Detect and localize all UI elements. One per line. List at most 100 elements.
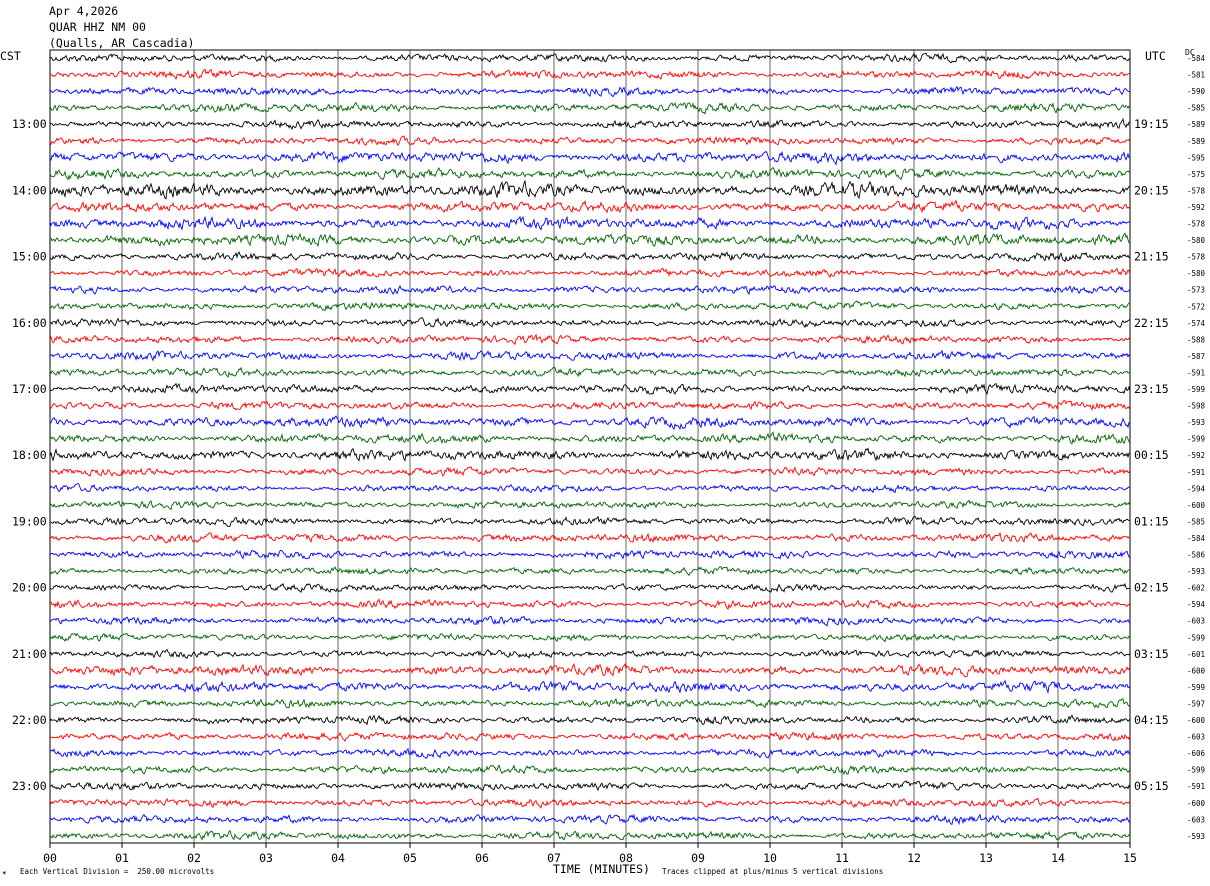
dc-offset-label: -602 (1187, 584, 1205, 593)
left-hour-label: 21:00 (12, 647, 47, 661)
dc-offset-label: -606 (1187, 749, 1206, 758)
trace-44 (49, 780, 1131, 792)
dc-offset-label: -599 (1187, 385, 1205, 394)
left-hour-label: 20:00 (12, 581, 47, 595)
dc-offset-label: -590 (1187, 87, 1206, 96)
right-timezone-label: UTC (1145, 49, 1166, 63)
x-axis-title: TIME (MINUTES) (553, 862, 650, 876)
left-hour-label: 22:00 (12, 713, 47, 727)
dc-offset-label: -599 (1187, 633, 1205, 642)
left-hour-label: 16:00 (12, 316, 47, 330)
dc-offset-label: -599 (1187, 683, 1205, 692)
dc-offset-label: -575 (1187, 170, 1205, 179)
x-tick-label: 08 (619, 851, 633, 865)
x-tick-label: 13 (979, 851, 993, 865)
trace-25 (49, 466, 1131, 477)
dc-offset-label: -594 (1187, 484, 1206, 493)
right-hour-label: 00:15 (1134, 448, 1169, 462)
dc-offset-label: -589 (1187, 137, 1205, 146)
dc-offset-label: -600 (1187, 501, 1206, 510)
left-hour-label: 19:00 (12, 514, 47, 528)
trace-27 (49, 499, 1131, 511)
trace-41 (49, 731, 1131, 743)
dc-offset-label: -600 (1187, 799, 1206, 808)
trace-2 (49, 85, 1131, 98)
right-hour-label: 04:15 (1134, 713, 1169, 727)
left-hour-label: 13:00 (12, 117, 47, 131)
trace-32 (49, 582, 1131, 594)
dc-offset-label: -592 (1187, 451, 1205, 460)
dc-offset-label: -581 (1187, 71, 1205, 80)
dc-offset-label: -585 (1187, 104, 1205, 113)
x-tick-label: 06 (475, 851, 489, 865)
corner-mark: ✶ (2, 868, 7, 877)
trace-45 (49, 797, 1131, 809)
trace-12 (49, 251, 1131, 263)
left-hour-label: 23:00 (12, 779, 47, 793)
dc-offset-label: -574 (1187, 319, 1206, 328)
trace-26 (49, 482, 1131, 494)
x-tick-label: 05 (403, 851, 417, 865)
trace-11 (49, 232, 1131, 248)
dc-offset-label: -589 (1187, 120, 1205, 129)
trace-28 (49, 515, 1131, 528)
dc-offset-label: -572 (1187, 302, 1205, 311)
dc-offset-label: -587 (1187, 352, 1205, 361)
dc-offset-label: -584 (1187, 534, 1206, 543)
trace-21 (49, 399, 1131, 411)
trace-23 (49, 431, 1131, 445)
trace-47 (49, 829, 1131, 841)
trace-43 (49, 764, 1131, 776)
trace-5 (49, 135, 1131, 147)
dc-offset-label: -578 (1187, 253, 1206, 262)
right-hour-label: 02:15 (1134, 581, 1169, 595)
location-label: (Qualls, AR Cascadia) (49, 36, 195, 50)
clip-note: Traces clipped at plus/minus 5 vertical … (662, 867, 884, 876)
trace-46 (49, 813, 1131, 826)
dc-offset-label: -578 (1187, 220, 1206, 229)
x-tick-label: 07 (547, 851, 561, 865)
station-label: QUAR HHZ NM 00 (49, 20, 146, 34)
trace-34 (49, 615, 1131, 627)
dc-offset-label: -586 (1187, 551, 1206, 560)
x-tick-label: 00 (43, 851, 57, 865)
dc-offset-label: -591 (1187, 782, 1205, 791)
trace-7 (49, 166, 1131, 181)
dc-offset-label: -599 (1187, 766, 1205, 775)
trace-36 (49, 648, 1131, 660)
trace-17 (49, 333, 1131, 346)
trace-38 (49, 679, 1131, 694)
dc-offset-label: -588 (1187, 335, 1206, 344)
trace-15 (49, 300, 1130, 312)
x-tick-label: 02 (187, 851, 201, 865)
dc-offset-label: -578 (1187, 186, 1206, 195)
dc-offset-label: -595 (1187, 153, 1205, 162)
dc-offset-label: -585 (1187, 517, 1205, 526)
dc-offset-label: -594 (1187, 600, 1206, 609)
trace-9 (49, 199, 1131, 214)
trace-37 (49, 662, 1131, 678)
trace-22 (49, 415, 1130, 431)
x-tick-label: 15 (1123, 851, 1137, 865)
trace-4 (49, 117, 1131, 130)
x-tick-label: 09 (691, 851, 705, 865)
dc-offset-label: -591 (1187, 468, 1205, 477)
x-tick-label: 14 (1051, 851, 1065, 865)
left-hour-label: 18:00 (12, 448, 47, 462)
trace-29 (49, 531, 1131, 544)
right-hour-label: 19:15 (1134, 117, 1169, 131)
dc-offset-label: -597 (1187, 699, 1205, 708)
trace-20 (49, 382, 1131, 396)
dc-offset-label: -601 (1187, 650, 1205, 659)
trace-1 (49, 68, 1131, 80)
trace-13 (49, 267, 1131, 279)
left-hour-label: 14:00 (12, 183, 47, 197)
dc-offset-label: -580 (1187, 236, 1206, 245)
dc-offset-label: -592 (1187, 203, 1205, 212)
trace-3 (49, 101, 1131, 115)
trace-24 (49, 447, 1131, 462)
x-tick-label: 12 (907, 851, 921, 865)
dc-offset-label: -593 (1187, 832, 1205, 841)
right-hour-label: 23:15 (1134, 382, 1169, 396)
